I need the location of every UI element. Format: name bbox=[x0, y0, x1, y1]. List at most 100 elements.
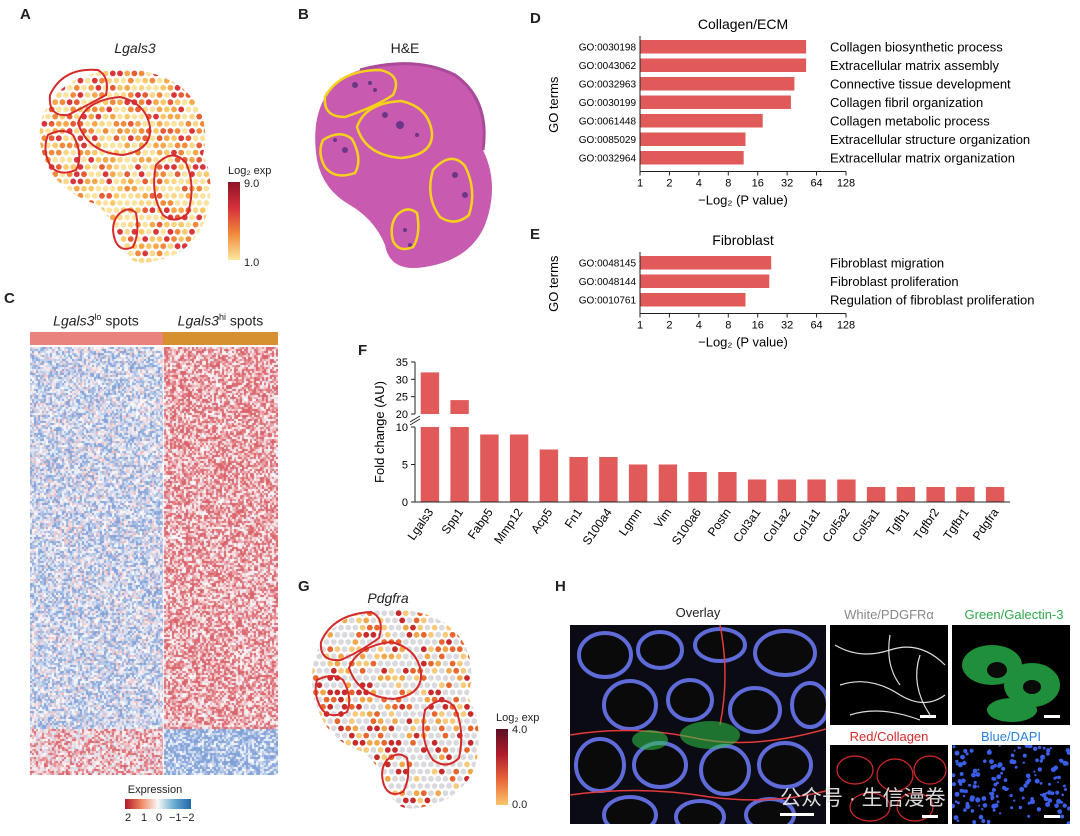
chart-e-category-label: GO:0010761 bbox=[579, 295, 637, 306]
chart-d-x-tick-label: 64 bbox=[810, 178, 822, 190]
chart-f-bar bbox=[658, 464, 678, 502]
panel-h-blue-caption: Blue/DAPI bbox=[981, 729, 1041, 744]
chart-d-bar bbox=[640, 77, 795, 91]
chart-f-x-tick-label: Col1a2 bbox=[760, 505, 793, 544]
chart-f-bar bbox=[628, 464, 648, 502]
panel-c-group-lo-bar bbox=[30, 332, 163, 345]
chart-f-bar-upper bbox=[420, 372, 440, 414]
panel-h-white-caption: White/PDGFRα bbox=[844, 607, 934, 622]
chart-f-ylabel: Fold change (AU) bbox=[372, 381, 387, 483]
chart-f-bar bbox=[926, 487, 945, 502]
chart-f-x-tick-label: Acp5 bbox=[528, 505, 555, 536]
chart-d-bar bbox=[640, 40, 807, 54]
watermark-text: 公众号 · 生信漫卷 bbox=[780, 787, 946, 810]
chart-d-bar bbox=[640, 58, 807, 72]
chart-f-bar bbox=[509, 434, 529, 502]
chart-d-bar bbox=[640, 151, 744, 165]
chart-f-bar bbox=[569, 457, 588, 502]
chart-d-bar bbox=[640, 95, 791, 109]
chart-f-x-tick-label: Col5a1 bbox=[849, 505, 882, 544]
chart-f-y-tick-label: 5 bbox=[402, 460, 408, 472]
panel-g-colorbar bbox=[496, 729, 508, 805]
panel-b-region-outlines bbox=[319, 68, 474, 251]
chart-d-bar bbox=[640, 114, 763, 128]
panel-e-label: E bbox=[530, 226, 541, 243]
chart-f-bar bbox=[450, 427, 469, 502]
chart-e-category-label: GO:0048144 bbox=[579, 277, 637, 288]
panel-a-colorbar bbox=[228, 182, 240, 260]
chart-f-x-tick-label: Lgmn bbox=[616, 506, 645, 539]
chart-e-x-tick-label: 2 bbox=[666, 320, 672, 332]
panel-h-white-image bbox=[830, 625, 948, 725]
panel-g-region-outlines bbox=[314, 610, 463, 795]
panel-h-overlay-caption: Overlay bbox=[675, 605, 721, 620]
chart-d-category-label: GO:0032964 bbox=[579, 153, 637, 164]
chart-e-term-label: Regulation of fibroblast proliferation bbox=[830, 292, 1035, 307]
chart-e-x-tick-label: 8 bbox=[725, 320, 731, 332]
chart-e-x-tick-label: 32 bbox=[781, 320, 793, 332]
chart-f-bar bbox=[956, 487, 975, 502]
panel-c-heatmap bbox=[30, 347, 278, 775]
chart-f-bar bbox=[896, 487, 916, 502]
panel-g-label: G bbox=[298, 578, 310, 595]
panel-c-label: C bbox=[4, 290, 15, 307]
chart-d-category-label: GO:0043062 bbox=[579, 61, 637, 72]
chart-f-bar bbox=[747, 479, 767, 502]
chart-e-x-tick-label: 128 bbox=[837, 320, 855, 332]
panel-a-title: Lgals3 bbox=[114, 40, 156, 56]
panel-b-title: H&E bbox=[390, 40, 420, 56]
chart-f-x-tick-label: S100a6 bbox=[669, 505, 704, 547]
panel-c-group-lo-label: Lgals3lo spots bbox=[53, 312, 139, 329]
panel-c-legend-title: Expression bbox=[127, 784, 183, 796]
panel-h-red-image bbox=[830, 745, 948, 824]
chart-f-y-tick-label: 10 bbox=[396, 422, 408, 434]
chart-f-x-tick-label: Pdgfra bbox=[970, 505, 1002, 542]
chart-d-category-label: GO:0085029 bbox=[579, 135, 637, 146]
panel-g-legend-min: 0.0 bbox=[512, 799, 528, 811]
panel-g-legend-max: 4.0 bbox=[512, 724, 528, 736]
chart-e-bar bbox=[640, 274, 770, 288]
panel-d-chart: Collagen/ECM GO terms GO:0030198 Collagen b… bbox=[546, 16, 1030, 208]
chart-f-x-tick-label: Col5a2 bbox=[820, 505, 853, 544]
chart-f-x-tick-label: Tgfbr1 bbox=[940, 505, 972, 542]
chart-e-term-label: Fibroblast proliferation bbox=[830, 274, 959, 289]
chart-f-x-tick-label: Fn1 bbox=[562, 505, 586, 530]
panel-d-label: D bbox=[530, 10, 541, 27]
chart-e-category-label: GO:0048145 bbox=[579, 258, 637, 269]
panel-c-colorbar bbox=[125, 799, 191, 809]
chart-d-x-tick-label: 16 bbox=[752, 178, 764, 190]
panel-g-legend-title: Log₂ exp bbox=[496, 712, 540, 724]
chart-d-category-label: GO:0030199 bbox=[579, 98, 637, 109]
chart-f-x-tick-label: Lgals3 bbox=[405, 505, 437, 542]
chart-d-term-label: Collagen biosynthetic process bbox=[830, 39, 1003, 54]
chart-f-x-tick-label: Postn bbox=[705, 506, 734, 539]
panel-a-legend-min: 1.0 bbox=[244, 257, 260, 269]
chart-f-y-tick-label: 20 bbox=[396, 409, 408, 421]
chart-f-x-tick-label: Col1a1 bbox=[790, 505, 823, 544]
chart-f-bar bbox=[599, 457, 618, 502]
chart-f-y-tick-label: 30 bbox=[396, 374, 408, 386]
panel-h-overlay-image bbox=[570, 625, 826, 824]
chart-d-x-tick-label: 4 bbox=[696, 178, 702, 190]
panel-h-overlay-scalebar bbox=[780, 813, 814, 816]
panel-a-legend-title: Log₂ exp bbox=[228, 165, 272, 177]
chart-e-x-tick-label: 64 bbox=[810, 320, 822, 332]
chart-f-bar bbox=[985, 487, 1005, 502]
chart-f-y-tick-label: 35 bbox=[396, 357, 408, 369]
panel-b-he-image bbox=[315, 62, 493, 269]
chart-d-ylabel: GO terms bbox=[546, 76, 561, 133]
chart-d-term-label: Extracellular matrix organization bbox=[830, 150, 1015, 165]
chart-d-x-tick-label: 1 bbox=[637, 178, 643, 190]
panel-h-green-caption: Green/Galectin-3 bbox=[964, 607, 1064, 622]
panel-e-chart: Fibroblast GO terms GO:0048145 Fibroblast m… bbox=[546, 232, 1035, 350]
panel-g-spot-map bbox=[311, 610, 479, 809]
chart-f-y-tick-label: 25 bbox=[396, 392, 408, 404]
chart-d-x-tick-label: 2 bbox=[666, 178, 672, 190]
chart-e-x-tick-label: 4 bbox=[696, 320, 702, 332]
panel-f-label: F bbox=[358, 342, 368, 359]
chart-f-bar bbox=[866, 487, 886, 502]
panel-h-red-scalebar bbox=[922, 815, 938, 818]
chart-d-x-tick-label: 128 bbox=[837, 178, 855, 190]
panel-a-label: A bbox=[20, 6, 31, 23]
